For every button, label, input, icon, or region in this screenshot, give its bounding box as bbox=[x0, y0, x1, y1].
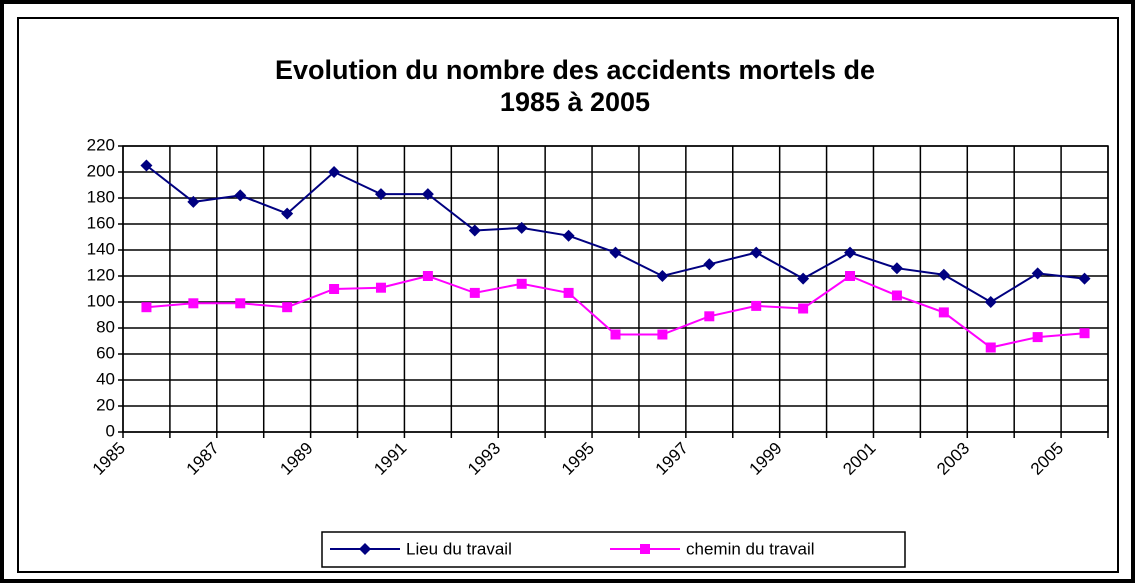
marker bbox=[329, 284, 340, 294]
marker bbox=[421, 188, 434, 201]
marker bbox=[844, 246, 857, 259]
y-tick-label: 80 bbox=[96, 317, 115, 336]
marker bbox=[750, 246, 763, 259]
marker bbox=[937, 268, 950, 281]
chart-title: 1985 à 2005 bbox=[500, 87, 650, 117]
marker bbox=[281, 207, 294, 220]
marker bbox=[704, 311, 715, 322]
y-tick-label: 220 bbox=[87, 135, 115, 154]
chart-title: Evolution du nombre des accidents mortel… bbox=[275, 55, 875, 85]
marker bbox=[1079, 328, 1090, 339]
marker bbox=[187, 195, 200, 208]
y-tick-label: 140 bbox=[87, 239, 115, 258]
plot-area bbox=[122, 145, 1109, 433]
marker bbox=[188, 298, 199, 309]
marker bbox=[656, 270, 669, 282]
y-tick-label: 200 bbox=[87, 161, 115, 180]
y-tick-label: 60 bbox=[96, 343, 115, 362]
marker bbox=[375, 282, 386, 293]
y-tick-label: 160 bbox=[87, 213, 115, 232]
marker bbox=[640, 544, 650, 554]
marker bbox=[891, 290, 902, 301]
marker bbox=[562, 229, 575, 242]
y-tick-label: 40 bbox=[96, 369, 115, 388]
marker bbox=[1078, 272, 1091, 285]
marker bbox=[845, 271, 856, 281]
legend-label: Lieu du travail bbox=[406, 539, 512, 558]
y-tick-label: 20 bbox=[96, 395, 115, 414]
marker bbox=[563, 287, 574, 298]
marker bbox=[422, 271, 433, 281]
legend-label: chemin du travail bbox=[686, 539, 815, 558]
marker bbox=[516, 278, 527, 289]
marker bbox=[282, 302, 293, 313]
marker bbox=[610, 329, 621, 340]
marker bbox=[938, 307, 949, 318]
marker bbox=[751, 300, 762, 311]
marker bbox=[1032, 332, 1043, 343]
marker bbox=[469, 287, 480, 298]
marker bbox=[657, 329, 668, 340]
marker bbox=[890, 262, 903, 275]
marker bbox=[703, 258, 716, 271]
y-tick-label: 0 bbox=[106, 421, 115, 440]
marker bbox=[984, 296, 997, 308]
marker bbox=[515, 221, 528, 234]
marker bbox=[235, 298, 246, 309]
marker bbox=[798, 303, 809, 314]
y-tick-label: 100 bbox=[87, 291, 115, 310]
marker bbox=[609, 246, 622, 259]
marker bbox=[359, 543, 371, 555]
marker bbox=[328, 166, 341, 178]
y-tick-label: 120 bbox=[87, 265, 115, 284]
marker bbox=[141, 302, 152, 313]
marker bbox=[985, 342, 996, 353]
chart-frame bbox=[17, 17, 1119, 573]
marker bbox=[374, 188, 387, 201]
y-tick-label: 180 bbox=[87, 187, 115, 206]
marker bbox=[140, 159, 153, 172]
marker bbox=[234, 189, 247, 202]
marker bbox=[797, 272, 810, 285]
marker bbox=[468, 224, 481, 237]
marker bbox=[1031, 267, 1044, 280]
